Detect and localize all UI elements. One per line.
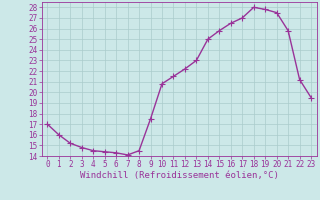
X-axis label: Windchill (Refroidissement éolien,°C): Windchill (Refroidissement éolien,°C): [80, 171, 279, 180]
